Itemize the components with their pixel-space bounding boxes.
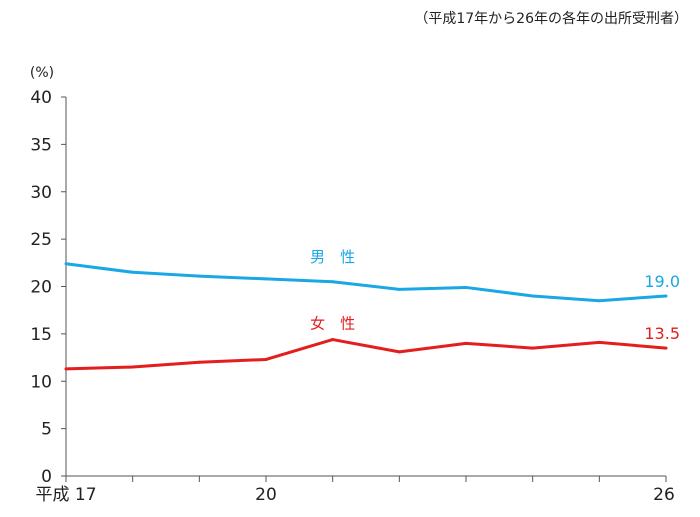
data-point <box>397 350 401 354</box>
x-tick-label: 平成 17 <box>35 485 96 505</box>
y-tick-label: 40 <box>30 88 52 108</box>
data-point <box>531 294 535 298</box>
data-point <box>64 262 68 266</box>
data-point <box>131 365 135 369</box>
data-point <box>331 338 335 342</box>
data-point <box>331 280 335 284</box>
y-tick-label: 0 <box>41 467 52 487</box>
y-tick-label: 25 <box>30 230 52 250</box>
series-end-value-label: 13.5 <box>644 324 680 343</box>
y-tick-label: 35 <box>30 135 52 155</box>
y-tick-label: 30 <box>30 183 52 203</box>
y-axis: (%) 0 5 10 15 20 25 30 35 40 <box>30 65 67 487</box>
series-name-label: 女 性 <box>310 315 355 333</box>
series-end-value-label: 19.0 <box>644 272 680 291</box>
data-point <box>664 346 668 350</box>
data-point <box>397 287 401 291</box>
y-tick-label: 15 <box>30 325 52 345</box>
y-tick-label: 5 <box>41 420 52 440</box>
data-point <box>464 285 468 289</box>
data-point <box>664 294 668 298</box>
data-point <box>64 367 68 371</box>
series-line-2 <box>65 338 667 371</box>
series-group: 男 性 19.0 女 性 13.5 <box>64 248 680 371</box>
data-point <box>197 274 201 278</box>
data-point <box>131 270 135 274</box>
chart-note: （平成17年から26年の各年の出所受刑者） <box>414 11 688 27</box>
data-point <box>531 346 535 350</box>
data-point <box>597 299 601 303</box>
x-tick-label: 20 <box>255 485 277 505</box>
y-tick-label: 20 <box>30 278 52 298</box>
data-point <box>264 357 268 361</box>
y-axis-unit-label: (%) <box>30 65 54 81</box>
data-point <box>597 340 601 344</box>
series-line-1 <box>65 262 667 303</box>
series-name-label: 男 性 <box>310 248 355 266</box>
x-axis: 平成 17 20 26 <box>35 475 675 505</box>
data-point <box>197 360 201 364</box>
data-point <box>264 277 268 281</box>
x-tick-label: 26 <box>653 485 675 505</box>
data-point <box>464 341 468 345</box>
y-tick-label: 10 <box>30 372 52 392</box>
